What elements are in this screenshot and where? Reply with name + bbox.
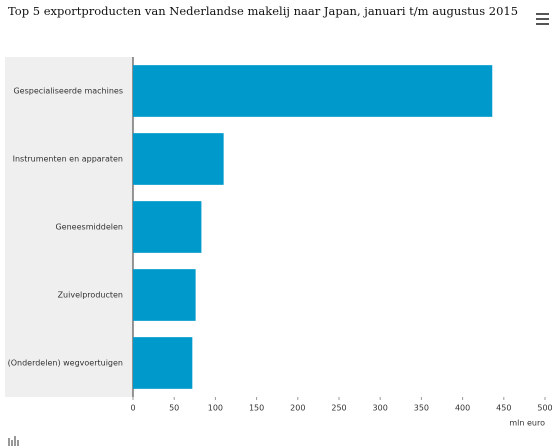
x-tick-label: 0 <box>130 404 135 413</box>
y-tick-label: Zuivelproducten <box>58 291 123 300</box>
menu-icon[interactable] <box>536 13 549 25</box>
y-tick-label: (Onderdelen) wegvoertuigen <box>8 359 123 368</box>
x-tick-label: 450 <box>496 404 511 413</box>
x-tick-label: 150 <box>249 404 264 413</box>
menu-bar[interactable] <box>536 23 549 25</box>
x-tick-label: 500 <box>537 404 552 413</box>
bar <box>133 337 193 389</box>
bar <box>133 201 202 253</box>
x-tick-label: 300 <box>373 404 388 413</box>
bar <box>133 65 493 117</box>
y-tick-label: Gespecialiseerde machines <box>13 87 123 96</box>
x-axis-label: mln euro <box>509 419 545 428</box>
y-tick-label: Geneesmiddelen <box>55 223 123 232</box>
category-panel <box>5 57 133 397</box>
x-tick-label: 250 <box>331 404 346 413</box>
x-tick-label: 200 <box>290 404 305 413</box>
chart-title: Top 5 exportproducten van Nederlandse ma… <box>8 4 518 18</box>
x-tick-label: 100 <box>208 404 223 413</box>
logo <box>8 436 19 446</box>
y-tick-label: Instrumenten en apparaten <box>13 155 123 164</box>
bar <box>133 269 196 321</box>
x-tick-label: 350 <box>414 404 429 413</box>
x-tick-label: 400 <box>455 404 470 413</box>
menu-bar[interactable] <box>536 13 549 15</box>
bar <box>133 133 224 185</box>
menu-bar[interactable] <box>536 18 549 20</box>
x-tick-label: 50 <box>169 404 179 413</box>
